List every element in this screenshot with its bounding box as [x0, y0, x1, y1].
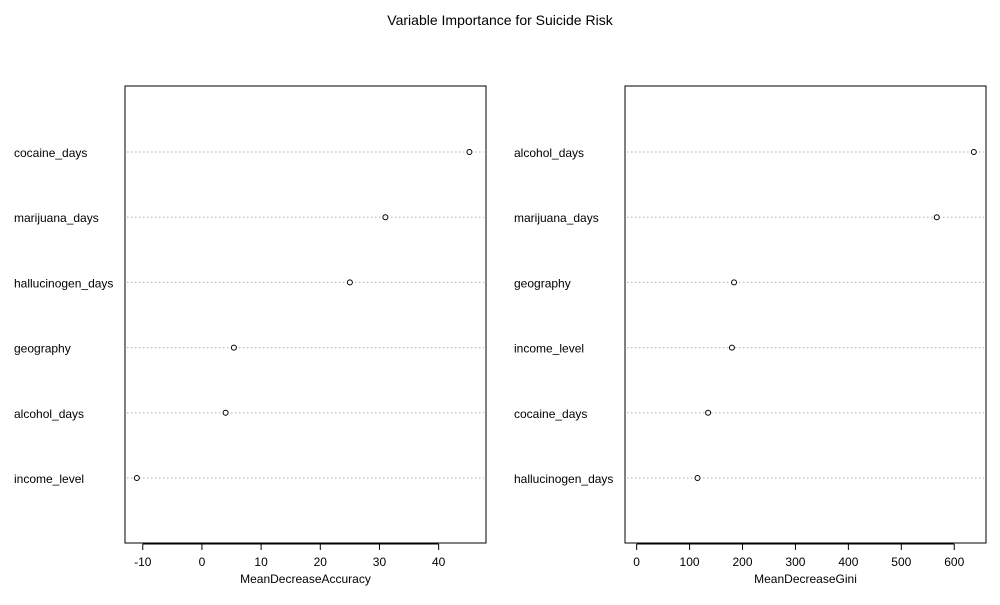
- x-tick-label: 0: [633, 555, 640, 569]
- plot-frame: [624, 85, 987, 544]
- data-point: [694, 475, 701, 481]
- variable-label: cocaine_days: [514, 407, 587, 421]
- data-point: [133, 475, 140, 481]
- chart-title: Variable Importance for Suicide Risk: [387, 12, 613, 28]
- variable-label: marijuana_days: [14, 211, 99, 225]
- data-point: [933, 214, 940, 221]
- x-tick-label: 40: [432, 555, 446, 569]
- x-tick-label: 10: [254, 555, 268, 569]
- x-tick-label: 300: [785, 555, 805, 569]
- data-point: [230, 344, 237, 351]
- data-point: [731, 279, 738, 286]
- data-point: [222, 409, 229, 416]
- panel-2: alcohol_days marijuana_days geography incom…: [514, 85, 987, 586]
- variable-label: geography: [14, 342, 71, 356]
- data-point: [466, 149, 473, 155]
- plot-frame: [124, 85, 487, 544]
- x-tick-label: 200: [732, 555, 752, 569]
- x-tick-label: 100: [680, 555, 700, 569]
- variable-label: income_level: [514, 342, 584, 356]
- panel-1: cocaine_days marijuana_days hallucinogen_d…: [14, 85, 487, 586]
- data-point: [970, 149, 977, 155]
- variable-label: cocaine_days: [14, 146, 87, 160]
- variable-label: income_level: [14, 472, 84, 486]
- x-tick-label: 400: [838, 555, 858, 569]
- variable-label: hallucinogen_days: [14, 276, 113, 290]
- data-point: [728, 344, 735, 351]
- variable-label: geography: [514, 276, 571, 290]
- variable-label: hallucinogen_days: [514, 472, 613, 486]
- variable-label: alcohol_days: [14, 407, 84, 421]
- data-point: [705, 409, 712, 416]
- x-tick-label: 500: [891, 555, 911, 569]
- x-tick-label: -10: [134, 555, 152, 569]
- variable-label: marijuana_days: [514, 211, 599, 225]
- x-tick-label: 0: [199, 555, 206, 569]
- x-tick-label: 600: [944, 555, 964, 569]
- x-axis-title: MeanDecreaseAccuracy: [240, 572, 371, 586]
- x-axis-title: MeanDecreaseGini: [754, 572, 857, 586]
- data-point: [346, 279, 353, 286]
- data-point: [382, 214, 389, 221]
- x-tick-label: 30: [373, 555, 387, 569]
- x-tick-label: 20: [314, 555, 328, 569]
- variable-label: alcohol_days: [514, 146, 584, 160]
